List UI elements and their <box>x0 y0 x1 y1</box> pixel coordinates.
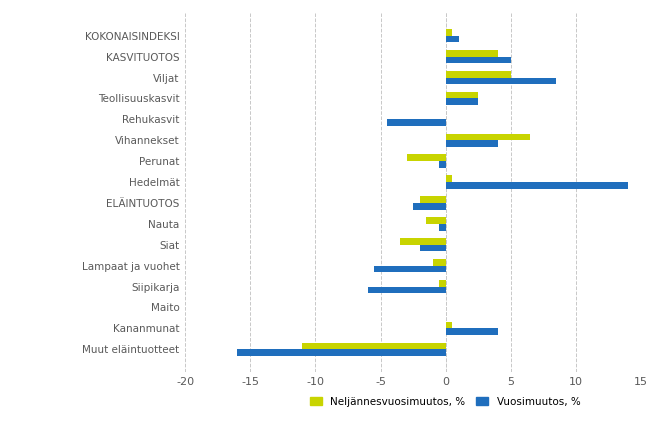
Bar <box>446 57 511 63</box>
Bar <box>413 203 446 210</box>
Bar <box>446 29 452 36</box>
Bar <box>420 196 446 203</box>
Bar <box>446 71 511 77</box>
Bar <box>446 175 452 182</box>
Bar <box>446 134 530 140</box>
Bar <box>446 36 459 42</box>
Bar <box>433 259 446 266</box>
Bar <box>446 50 498 57</box>
Bar <box>368 286 446 293</box>
Bar <box>407 154 446 161</box>
Bar <box>446 92 479 99</box>
Legend: Neljännesvuosimuutos, %, Vuosimuutos, %: Neljännesvuosimuutos, %, Vuosimuutos, % <box>307 394 584 410</box>
Bar <box>439 161 446 168</box>
Bar <box>237 349 446 356</box>
Bar <box>446 140 498 147</box>
Bar <box>446 182 628 189</box>
Bar <box>446 321 452 328</box>
Bar <box>302 343 446 349</box>
Bar <box>446 328 498 335</box>
Bar <box>439 280 446 286</box>
Bar <box>426 217 446 224</box>
Bar <box>446 77 557 84</box>
Bar <box>439 224 446 231</box>
Bar <box>420 245 446 251</box>
Bar <box>446 99 479 105</box>
Bar <box>387 119 446 126</box>
Bar <box>400 238 446 245</box>
Bar <box>374 266 446 272</box>
